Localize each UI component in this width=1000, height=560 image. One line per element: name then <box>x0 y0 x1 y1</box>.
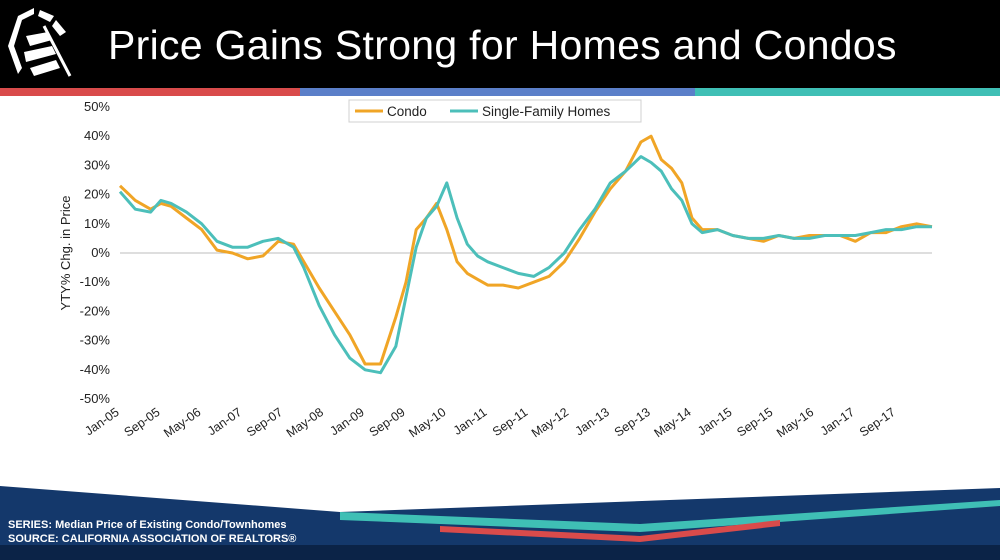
x-tick-label: Jan-11 <box>451 405 490 438</box>
x-tick-label: Jan-09 <box>328 405 367 438</box>
x-tick-label: May-06 <box>161 405 203 440</box>
y-tick-label: 0% <box>91 245 110 260</box>
x-tick-label: May-14 <box>652 405 694 440</box>
x-tick-label: May-08 <box>284 405 326 440</box>
car-logo-icon <box>8 8 72 77</box>
series-line-sfh <box>118 155 932 375</box>
x-tick-label: May-16 <box>774 405 816 440</box>
y-axis-label: YTY% Chg. in Price <box>58 196 73 311</box>
y-tick-label: -30% <box>80 333 111 348</box>
chart-legend: Condo Single-Family Homes <box>348 99 642 123</box>
header-color-stripe <box>0 88 1000 96</box>
y-tick-label: 10% <box>84 216 110 231</box>
x-tick-label: Sep-15 <box>734 405 775 440</box>
legend-label-condo: Condo <box>387 104 427 119</box>
x-tick-label: Jan-15 <box>695 405 734 438</box>
x-tick-label: May-12 <box>529 405 571 440</box>
y-tick-label: -20% <box>80 303 111 318</box>
y-tick-label: -40% <box>80 362 111 377</box>
footer-band <box>0 486 1000 560</box>
source-credit: SOURCE: CALIFORNIA ASSOCIATION OF REALTO… <box>8 533 297 545</box>
source-note: SERIES: Median Price of Existing Condo/T… <box>8 518 296 546</box>
x-tick-label: Sep-11 <box>490 405 530 439</box>
y-tick-label: 50% <box>84 99 110 114</box>
x-tick-label: Jan-07 <box>205 405 244 438</box>
x-tick-label: Sep-09 <box>367 405 408 440</box>
x-tick-label: Jan-13 <box>573 405 612 438</box>
y-tick-label: 20% <box>84 187 110 202</box>
series-note: SERIES: Median Price of Existing Condo/T… <box>8 519 287 531</box>
series-line-condo <box>118 134 933 366</box>
x-tick-label: Sep-05 <box>122 405 163 440</box>
legend-label-sfh: Single-Family Homes <box>482 104 611 119</box>
y-tick-label: 30% <box>84 157 110 172</box>
x-tick-label: Jan-17 <box>818 405 857 438</box>
x-tick-label: Jan-05 <box>82 405 121 438</box>
x-tick-label: May-10 <box>406 405 448 440</box>
price-change-chart: -50% -40% -30% -20% -10% 0% 10% 20% 30% 40% 50% Ja… <box>58 99 933 440</box>
x-tick-label: Sep-13 <box>612 405 653 440</box>
x-tick-label: Sep-07 <box>244 405 285 440</box>
slide-header: Price Gains Strong for Homes and Condos <box>0 0 1000 88</box>
x-tick-label: Sep-17 <box>857 405 898 440</box>
page-title: Price Gains Strong for Homes and Condos <box>108 22 897 68</box>
y-tick-label: 40% <box>84 128 110 143</box>
y-tick-label: -10% <box>80 274 111 289</box>
y-tick-label: -50% <box>80 391 111 406</box>
